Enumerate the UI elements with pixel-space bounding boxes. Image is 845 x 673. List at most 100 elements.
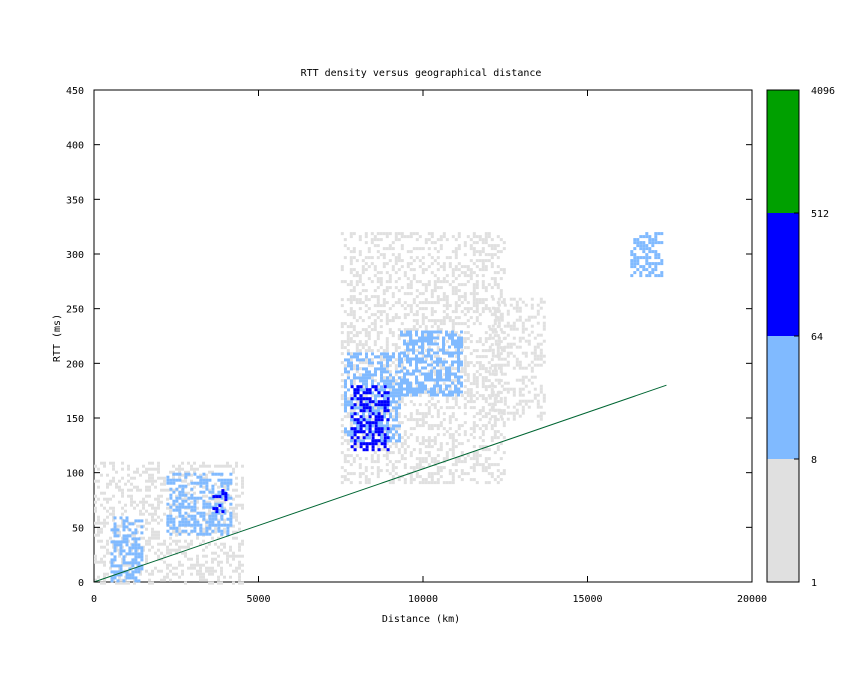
density-cell — [395, 400, 398, 404]
density-cell — [235, 554, 238, 558]
density-cell — [370, 322, 374, 326]
density-cell — [224, 492, 228, 496]
density-cell — [527, 339, 531, 343]
density-cell — [232, 524, 235, 528]
density-cell — [463, 331, 467, 335]
density-cell — [172, 472, 176, 476]
density-cell — [148, 503, 151, 507]
density-cell — [445, 400, 449, 404]
density-cell — [376, 238, 380, 242]
density-cell — [386, 364, 389, 368]
density-cell — [448, 421, 452, 425]
density-cell — [454, 418, 458, 422]
density-cell — [481, 433, 485, 437]
density-cell — [642, 268, 646, 272]
density-cell — [178, 490, 182, 494]
density-cell — [383, 406, 387, 410]
density-cell — [460, 384, 463, 388]
density-cell — [229, 472, 233, 476]
density-cell — [166, 514, 170, 518]
density-cell — [223, 511, 227, 515]
density-cell — [208, 464, 211, 468]
density-cell — [110, 540, 114, 544]
density-cell — [497, 378, 501, 382]
density-cell — [352, 274, 356, 278]
density-cell — [491, 402, 495, 406]
density-cell — [424, 439, 428, 443]
density-cell — [454, 403, 458, 407]
density-cell — [202, 490, 206, 494]
density-cell — [223, 500, 226, 504]
density-cell — [178, 545, 181, 549]
density-cell — [368, 415, 372, 419]
density-cell — [400, 381, 403, 385]
density-cell — [134, 570, 138, 574]
density-cell — [181, 523, 185, 527]
density-cell — [344, 409, 347, 413]
density-cell — [439, 372, 442, 376]
density-cell — [400, 397, 404, 401]
density-cell — [406, 342, 409, 346]
density-cell — [356, 367, 359, 371]
density-cell — [365, 448, 369, 452]
density-cell — [187, 505, 191, 509]
density-cell — [122, 558, 126, 562]
density-cell — [361, 346, 365, 350]
density-cell — [415, 369, 418, 373]
density-cell — [386, 436, 390, 440]
density-cell — [442, 481, 446, 485]
density-cell — [184, 484, 188, 488]
density-cell — [415, 247, 419, 251]
density-cell — [116, 579, 120, 583]
density-cell — [364, 466, 368, 470]
density-cell — [460, 351, 463, 355]
density-cell — [134, 543, 138, 547]
density-cell — [481, 355, 485, 359]
density-cell — [493, 247, 497, 251]
density-cell — [377, 433, 381, 437]
density-cell — [512, 321, 516, 325]
density-cell — [160, 578, 163, 582]
density-cell — [400, 235, 404, 239]
density-cell — [193, 566, 196, 570]
density-cell — [542, 324, 546, 328]
density-cell — [145, 488, 148, 492]
density-cell — [127, 473, 130, 477]
density-cell — [232, 551, 235, 555]
density-cell — [427, 301, 431, 305]
density-cell — [205, 484, 209, 488]
density-cell — [521, 405, 525, 409]
density-cell — [386, 391, 390, 395]
density-cell — [382, 349, 386, 353]
density-cell — [460, 339, 463, 343]
density-cell — [409, 475, 413, 479]
density-cell — [442, 280, 446, 284]
density-cell — [371, 424, 374, 428]
density-cell — [340, 340, 344, 344]
density-cell — [654, 232, 658, 236]
density-cell — [403, 333, 406, 337]
density-cell — [512, 366, 516, 370]
density-cell — [178, 484, 182, 488]
density-cell — [394, 316, 398, 320]
density-cell — [412, 298, 416, 302]
density-cell — [178, 464, 181, 468]
density-cell — [395, 388, 398, 392]
density-cell — [391, 292, 395, 296]
density-cell — [427, 348, 430, 352]
density-cell — [397, 334, 401, 338]
density-cell — [397, 316, 401, 320]
density-cell — [651, 241, 655, 245]
density-cell — [371, 382, 374, 386]
density-cell — [451, 360, 454, 364]
density-cell — [148, 473, 151, 477]
density-cell — [140, 558, 144, 562]
density-cell — [427, 390, 430, 394]
density-cell — [451, 406, 455, 410]
density-cell — [193, 520, 197, 524]
density-cell — [220, 572, 223, 576]
density-cell — [424, 307, 428, 311]
density-cell — [376, 232, 380, 236]
density-cell — [376, 310, 380, 314]
density-cell — [346, 283, 350, 287]
